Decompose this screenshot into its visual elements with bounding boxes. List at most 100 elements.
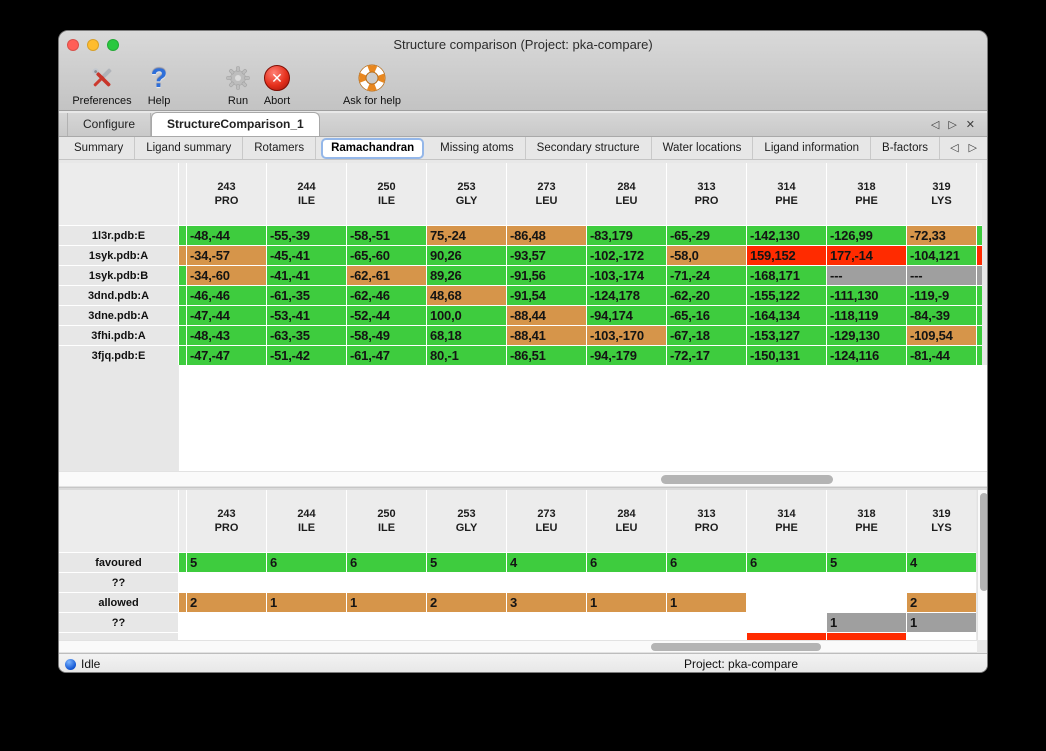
table-cell[interactable] [267, 573, 346, 592]
table-cell[interactable]: -93,57 [507, 246, 586, 265]
table-cell[interactable]: -48,-44 [187, 226, 266, 245]
subtab-summary[interactable]: Summary [63, 137, 136, 159]
table-cell[interactable]: -58,-51 [347, 226, 426, 245]
table-cell[interactable]: 68,18 [427, 326, 506, 345]
table-cell[interactable] [747, 613, 826, 632]
table-cell[interactable]: 1 [587, 593, 666, 612]
table-cell[interactable]: 6 [747, 553, 826, 572]
table-cell[interactable]: -71,-24 [667, 266, 746, 285]
table-cell[interactable]: -58,0 [667, 246, 746, 265]
table-cell[interactable] [587, 613, 666, 632]
table-cell[interactable] [507, 613, 586, 632]
table-cell[interactable]: -48,-43 [187, 326, 266, 345]
table-cell[interactable]: -65,-60 [347, 246, 426, 265]
table-cell[interactable]: -94,-179 [587, 346, 666, 365]
table-cell[interactable]: -65,-16 [667, 306, 746, 325]
table-cell[interactable] [427, 613, 506, 632]
table-cell[interactable]: 3 [507, 593, 586, 612]
table-cell[interactable]: -94,174 [587, 306, 666, 325]
table-cell[interactable] [587, 633, 666, 640]
table-cell[interactable]: 2 [187, 593, 266, 612]
table-cell[interactable] [907, 573, 976, 592]
table-cell[interactable]: -86,51 [507, 346, 586, 365]
table-cell[interactable]: 1 [827, 613, 906, 632]
table-cell[interactable]: -153,127 [747, 326, 826, 345]
tab-close-icon[interactable]: ✕ [965, 118, 975, 131]
table-cell[interactable]: -53,-41 [267, 306, 346, 325]
table-cell[interactable]: 1 [267, 593, 346, 612]
table-cell[interactable]: -63,-35 [267, 326, 346, 345]
bottom-table-vscroll-thumb[interactable] [980, 493, 987, 591]
bottom-table-hscroll-thumb[interactable] [651, 643, 821, 651]
table-cell[interactable]: -118,119 [827, 306, 906, 325]
table-cell[interactable]: 4 [507, 553, 586, 572]
table-cell[interactable]: 90,26 [427, 246, 506, 265]
table-cell[interactable]: 2 [907, 593, 976, 612]
zoom-window-button[interactable] [107, 39, 119, 51]
subtab-scroll-left-icon[interactable]: ◁ [950, 142, 959, 154]
table-cell[interactable]: 177,-14 [827, 246, 906, 265]
table-cell[interactable]: -47,-47 [187, 346, 266, 365]
table-cell[interactable]: 5 [187, 553, 266, 572]
tab-scroll-right-icon[interactable]: ▷ [948, 118, 957, 131]
table-cell[interactable]: -67,-18 [667, 326, 746, 345]
table-cell[interactable]: -111,130 [827, 286, 906, 305]
top-table-hscroll-thumb[interactable] [661, 475, 833, 484]
tab-scroll-left-icon[interactable]: ◁ [930, 118, 940, 131]
table-cell[interactable]: 1 [667, 593, 746, 612]
bottom-table-hscrollbar[interactable] [59, 640, 977, 653]
table-cell[interactable]: -65,-29 [667, 226, 746, 245]
bottom-table-vscrollbar[interactable] [977, 490, 987, 640]
table-cell[interactable]: -126,99 [827, 226, 906, 245]
tab-structure-comparison-1[interactable]: StructureComparison_1 [151, 112, 320, 136]
table-cell[interactable]: -47,-44 [187, 306, 266, 325]
subtab-scroll-right-icon[interactable]: ▷ [968, 142, 977, 154]
table-cell[interactable]: -103,-174 [587, 266, 666, 285]
tab-configure[interactable]: Configure [67, 113, 152, 136]
table-cell[interactable] [187, 573, 266, 592]
table-cell[interactable] [507, 573, 586, 592]
table-cell[interactable]: --- [827, 266, 906, 285]
table-cell[interactable]: -62,-61 [347, 266, 426, 285]
table-cell[interactable] [267, 633, 346, 640]
table-cell[interactable] [747, 633, 826, 640]
table-cell[interactable] [347, 573, 426, 592]
table-cell[interactable]: -52,-44 [347, 306, 426, 325]
table-cell[interactable]: 6 [667, 553, 746, 572]
table-cell[interactable]: -61,-35 [267, 286, 346, 305]
table-cell[interactable]: -150,131 [747, 346, 826, 365]
table-cell[interactable] [507, 633, 586, 640]
table-cell[interactable] [667, 613, 746, 632]
table-cell[interactable]: -72,-17 [667, 346, 746, 365]
table-cell[interactable]: -103,-170 [587, 326, 666, 345]
table-cell[interactable]: -124,116 [827, 346, 906, 365]
table-cell[interactable]: -129,130 [827, 326, 906, 345]
table-cell[interactable]: -72,33 [907, 226, 976, 245]
table-cell[interactable]: 6 [267, 553, 346, 572]
table-cell[interactable]: -51,-42 [267, 346, 346, 365]
table-cell[interactable]: 159,152 [747, 246, 826, 265]
table-cell[interactable]: -58,-49 [347, 326, 426, 345]
table-cell[interactable]: 80,-1 [427, 346, 506, 365]
table-cell[interactable]: -41,-41 [267, 266, 346, 285]
table-cell[interactable]: -45,-41 [267, 246, 346, 265]
table-cell[interactable]: -91,54 [507, 286, 586, 305]
minimize-window-button[interactable] [87, 39, 99, 51]
table-cell[interactable]: -34,-57 [187, 246, 266, 265]
table-cell[interactable] [667, 633, 746, 640]
subtab-rotamers[interactable]: Rotamers [243, 137, 317, 159]
table-cell[interactable] [187, 613, 266, 632]
table-cell[interactable]: -168,171 [747, 266, 826, 285]
subtab-water-locations[interactable]: Water locations [652, 137, 754, 159]
table-cell[interactable] [827, 573, 906, 592]
subtab-secondary-structure[interactable]: Secondary structure [526, 137, 652, 159]
table-cell[interactable]: -104,121 [907, 246, 976, 265]
table-cell[interactable]: -102,-172 [587, 246, 666, 265]
table-cell[interactable] [267, 613, 346, 632]
pane-divider[interactable] [59, 487, 987, 490]
table-cell[interactable] [427, 573, 506, 592]
table-cell[interactable] [747, 593, 826, 612]
table-cell[interactable]: -34,-60 [187, 266, 266, 285]
table-cell[interactable]: 75,-24 [427, 226, 506, 245]
table-cell[interactable]: -86,48 [507, 226, 586, 245]
